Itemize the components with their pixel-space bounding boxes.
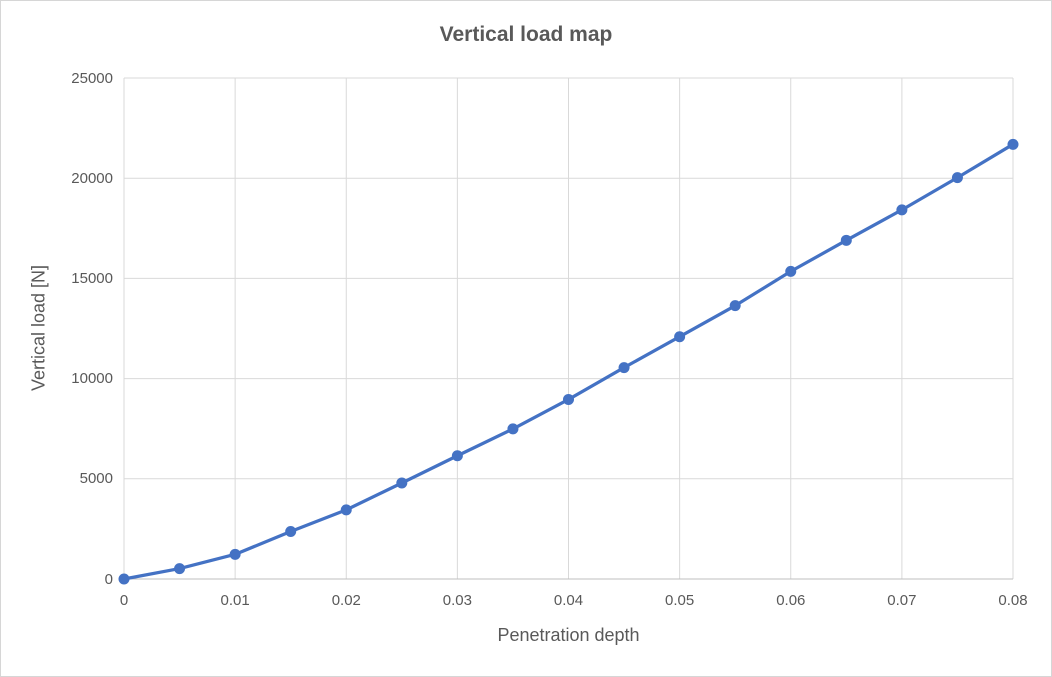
x-tick-label: 0.03 <box>442 592 472 609</box>
chart-title: Vertical load map <box>439 23 613 46</box>
data-point-marker <box>118 573 130 585</box>
x-tick-label: 0.07 <box>887 592 917 609</box>
x-tick-label: 0.04 <box>553 592 584 609</box>
data-point-marker <box>896 204 908 216</box>
data-point-marker <box>729 300 741 312</box>
data-point-marker <box>285 526 297 538</box>
data-point-marker <box>451 450 463 462</box>
x-tick-label: 0.01 <box>220 592 250 609</box>
y-tick-label: 0 <box>104 570 113 588</box>
data-point-marker <box>674 331 686 343</box>
y-tick-label: 25000 <box>71 69 113 87</box>
data-point-marker <box>396 477 408 489</box>
data-point-marker <box>229 548 241 560</box>
data-point-marker <box>840 234 852 246</box>
data-point-marker <box>785 265 797 277</box>
data-point-marker <box>563 393 574 405</box>
x-tick-label: 0.05 <box>664 592 695 609</box>
x-tick-label: 0 <box>119 592 129 609</box>
y-tick-label: 15000 <box>71 269 113 287</box>
data-point-marker <box>951 172 963 184</box>
x-tick-label: 0.08 <box>998 592 1028 609</box>
data-point-marker <box>1007 138 1019 150</box>
y-tick-label: 20000 <box>71 169 113 187</box>
x-tick-label: 0.06 <box>776 592 806 609</box>
y-tick-label: 10000 <box>71 370 113 388</box>
data-point-marker <box>618 362 630 374</box>
y-tick-label: 5000 <box>79 470 113 488</box>
data-point-marker <box>174 563 186 575</box>
data-point-marker <box>340 504 352 516</box>
data-point-marker <box>507 423 519 435</box>
x-axis-title: Penetration depth <box>497 625 640 645</box>
x-tick-label: 0.02 <box>331 592 361 609</box>
